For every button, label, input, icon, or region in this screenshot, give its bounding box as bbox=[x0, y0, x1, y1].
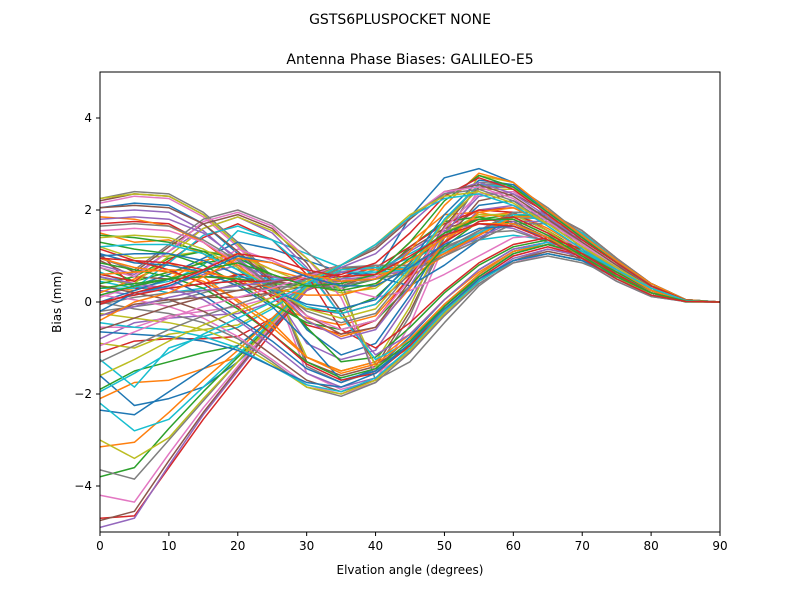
y-tick-label: 4 bbox=[84, 111, 92, 125]
x-tick-label: 80 bbox=[643, 539, 658, 553]
series-line-74 bbox=[100, 177, 720, 303]
series-line-79 bbox=[100, 190, 720, 377]
y-axis-label: Bias (mm) bbox=[50, 271, 64, 333]
series-line-76 bbox=[100, 183, 720, 331]
x-axis-label: Elvation angle (degrees) bbox=[337, 563, 484, 577]
y-tick-label: −4 bbox=[74, 479, 92, 493]
chart-title: Antenna Phase Biases: GALILEO-E5 bbox=[286, 52, 533, 68]
x-tick-label: 0 bbox=[96, 539, 104, 553]
x-tick-label: 20 bbox=[230, 539, 245, 553]
y-tick-label: −2 bbox=[74, 387, 92, 401]
x-tick-label: 90 bbox=[712, 539, 727, 553]
series-line-38 bbox=[100, 211, 720, 480]
y-tick-label: 2 bbox=[84, 203, 92, 217]
x-tick-label: 10 bbox=[161, 539, 176, 553]
series-layer bbox=[100, 167, 720, 529]
x-axis: 0 10 20 30 40 50 60 70 80 90 bbox=[96, 532, 728, 553]
x-tick-label: 60 bbox=[506, 539, 521, 553]
x-tick-label: 50 bbox=[437, 539, 452, 553]
figure-suptitle: GSTS6PLUSPOCKET NONE bbox=[309, 12, 491, 28]
series-line-80 bbox=[100, 193, 720, 393]
x-tick-label: 40 bbox=[368, 539, 383, 553]
x-tick-label: 70 bbox=[575, 539, 590, 553]
y-axis: −4 −2 0 2 4 bbox=[74, 111, 100, 493]
x-tick-label: 30 bbox=[299, 539, 314, 553]
series-line-53 bbox=[100, 243, 720, 379]
series-line-84 bbox=[100, 223, 720, 306]
y-tick-label: 0 bbox=[84, 295, 92, 309]
